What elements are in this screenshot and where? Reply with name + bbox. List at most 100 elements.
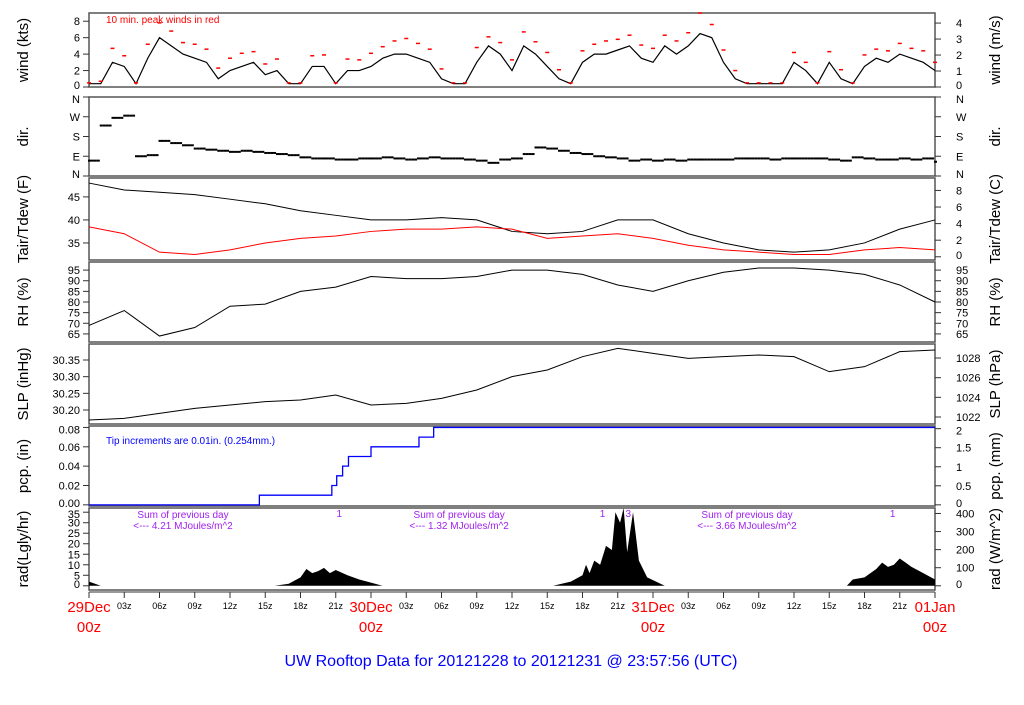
- dir-point: [243, 149, 247, 152]
- dir-point: [637, 159, 641, 162]
- dir-point: [402, 157, 406, 160]
- rad-rtick-label: 100: [956, 563, 974, 575]
- x-hour-label: 12z: [787, 601, 802, 611]
- dir-point: [146, 154, 150, 157]
- pcp-tick-label: 0.04: [59, 461, 80, 473]
- dir-point: [164, 139, 168, 142]
- x-hour-label: 12z: [505, 601, 520, 611]
- dir-rtick-label: S: [956, 132, 963, 144]
- dir-point: [751, 157, 755, 160]
- x-hour-label: 12z: [223, 601, 238, 611]
- dir-point: [757, 157, 761, 160]
- temp-tick-label: 35: [68, 238, 80, 250]
- dir-point: [854, 156, 858, 159]
- dir-point: [455, 157, 459, 160]
- rad-mark: 1: [336, 509, 342, 520]
- dir-point: [173, 142, 177, 145]
- wind-tick-label: 8: [74, 16, 80, 28]
- pcp-rtick-label: 0: [956, 498, 962, 510]
- dir-point: [199, 147, 203, 150]
- dir-point: [725, 158, 729, 161]
- x-day-label: 29Dec: [67, 599, 111, 616]
- dir-point: [90, 159, 94, 162]
- dir-point: [240, 149, 244, 152]
- dir-point: [754, 157, 758, 160]
- dir-point: [370, 157, 373, 160]
- dir-point: [681, 159, 685, 162]
- dir-point: [731, 158, 735, 161]
- dir-point: [810, 157, 814, 160]
- dir-point: [140, 155, 144, 158]
- x-hour-label: 18z: [575, 601, 590, 611]
- pcp-ylabel-right: pcp. (mm): [987, 432, 1004, 500]
- dir-point: [384, 156, 388, 159]
- dir-point: [605, 156, 608, 159]
- wind-series-line: [89, 32, 936, 85]
- dir-point: [399, 157, 403, 160]
- rad-tick-label: 30: [68, 518, 80, 530]
- dir-point: [558, 149, 561, 152]
- rad-tick-label: 25: [68, 528, 80, 540]
- dir-point: [167, 139, 171, 142]
- rh-ylabel-right: RH (%): [987, 277, 1004, 326]
- dir-point: [587, 153, 591, 156]
- dir-point: [775, 158, 779, 161]
- dir-point: [625, 157, 629, 160]
- rad-tick-label: 35: [68, 509, 80, 521]
- x-day-hour-label: 00z: [641, 619, 665, 636]
- wind-ylabel: wind (kts): [15, 18, 32, 83]
- dir-point: [234, 150, 238, 153]
- dir-point: [790, 157, 794, 160]
- dir-point: [117, 116, 121, 119]
- rad-rtick-label: 400: [956, 508, 974, 520]
- dir-point: [596, 155, 600, 158]
- dir-point: [866, 157, 870, 160]
- dir-point: [337, 158, 341, 161]
- dir-rtick-label: E: [956, 151, 963, 163]
- rad-daily-sum-label: Sum of previous day: [414, 510, 505, 521]
- dir-point: [675, 159, 679, 162]
- pcp-tick-label: 0.06: [59, 442, 80, 454]
- rh-line: [88, 267, 936, 337]
- temp-tick-label: 40: [68, 215, 80, 227]
- dir-point: [693, 158, 697, 161]
- dir-point: [111, 116, 115, 119]
- dir-point: [889, 158, 893, 161]
- dir-point: [660, 159, 664, 162]
- dir-point: [211, 148, 215, 151]
- dir-point: [499, 158, 503, 161]
- dir-point: [760, 157, 764, 160]
- dir-point: [895, 158, 899, 161]
- temp-ylabel: Tair/Tdew (F): [15, 175, 32, 263]
- dir-point: [763, 157, 767, 160]
- dir-point: [437, 156, 441, 159]
- dir-point: [226, 149, 230, 152]
- dir-point: [887, 158, 890, 161]
- dir-point: [287, 154, 291, 157]
- dir-point: [396, 157, 400, 160]
- x-hour-label: 21z: [328, 601, 343, 611]
- dir-point: [819, 157, 823, 160]
- rh-frame: [88, 261, 936, 343]
- dir-point: [217, 149, 221, 152]
- dir-point: [672, 158, 676, 161]
- dir-point: [449, 157, 453, 160]
- dir-point: [828, 158, 832, 161]
- dir-point: [281, 153, 285, 156]
- dir-point: [229, 150, 232, 153]
- dir-point: [96, 159, 100, 162]
- dir-point: [743, 157, 747, 160]
- dir-point: [422, 157, 426, 160]
- slp-ylabel: SLP (inHg): [15, 347, 32, 420]
- temp-rtick-label: 4: [956, 219, 962, 231]
- dir-point: [252, 150, 256, 153]
- pcp-tick-label: 0.08: [59, 424, 80, 436]
- rh-tick-label: 65: [68, 329, 80, 341]
- dir-point: [440, 157, 444, 160]
- rad-tick-label: 5: [74, 570, 80, 582]
- dir-point: [314, 157, 318, 160]
- dir-point: [223, 149, 227, 152]
- rad-ylabel-right: rad (W/m^2): [987, 508, 1004, 590]
- dir-point: [220, 149, 224, 152]
- rh-tick-label: 85: [68, 286, 80, 298]
